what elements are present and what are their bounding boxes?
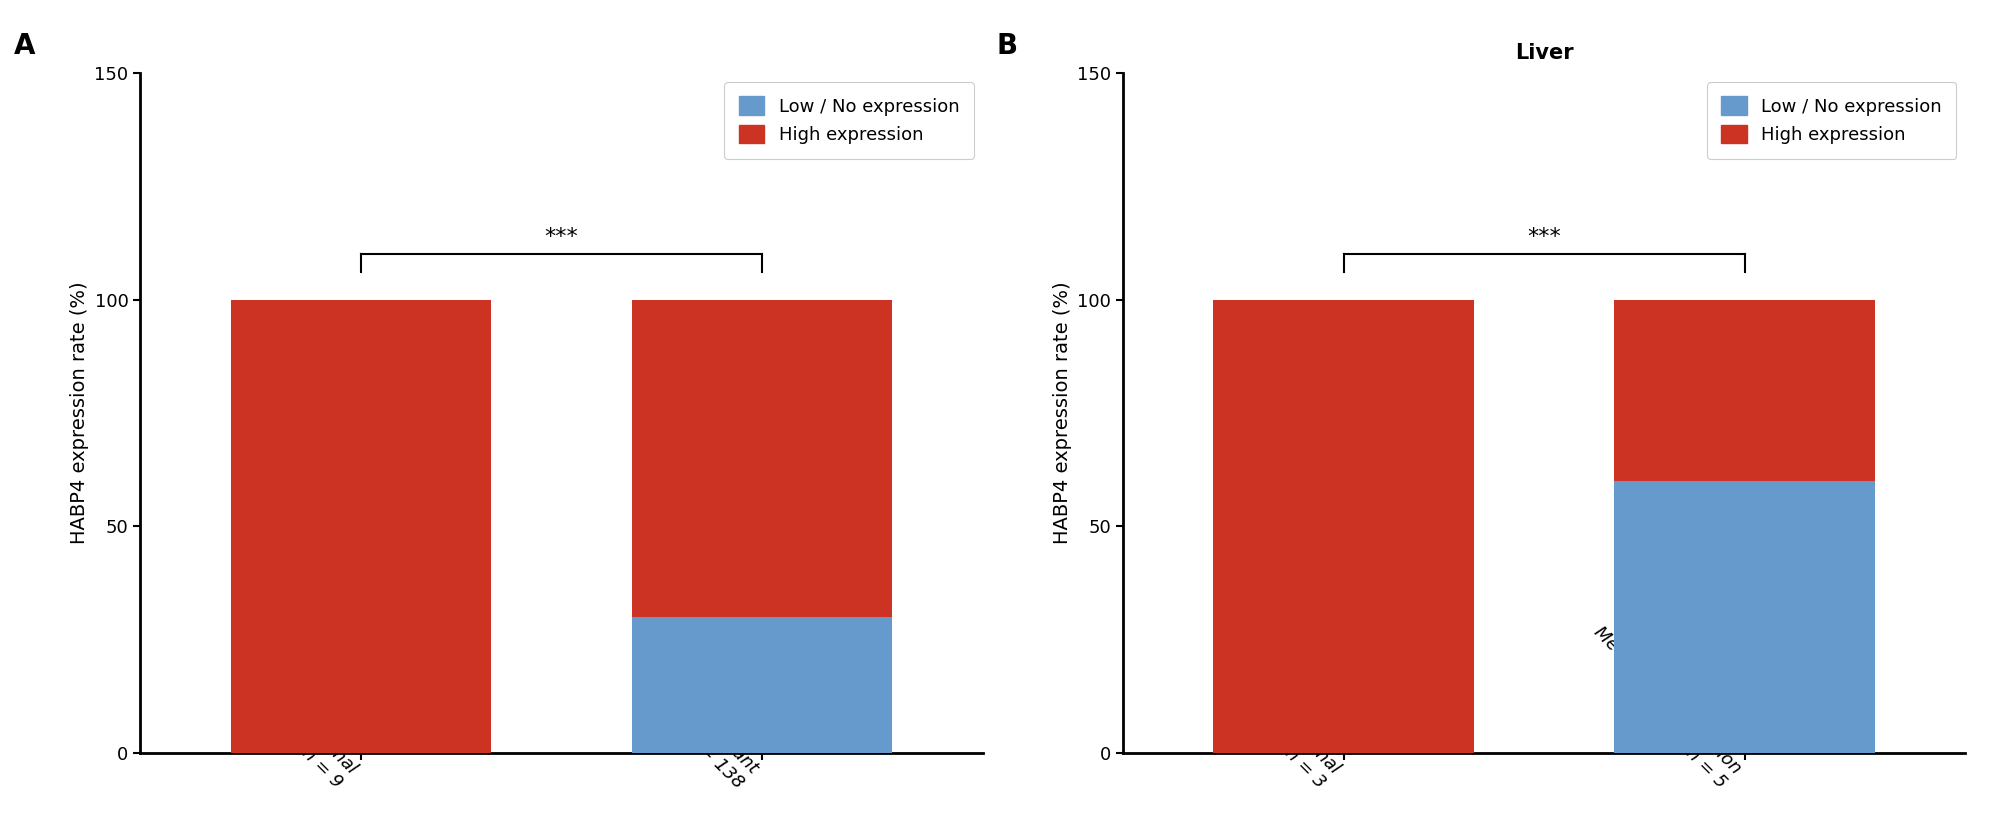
Bar	[1614, 299, 1876, 481]
Text: A: A	[14, 32, 36, 60]
Legend: Low / No expression, High expression: Low / No expression, High expression	[1708, 82, 1956, 159]
Text: ***: ***	[544, 227, 578, 247]
Bar	[230, 299, 492, 753]
Text: B: B	[996, 32, 1018, 60]
Bar	[632, 617, 892, 753]
Bar	[632, 299, 892, 617]
Bar	[1614, 481, 1876, 753]
Text: ***: ***	[1528, 227, 1562, 247]
Bar	[1214, 299, 1474, 753]
Y-axis label: HABP4 expression rate (%): HABP4 expression rate (%)	[70, 282, 88, 544]
Legend: Low / No expression, High expression: Low / No expression, High expression	[724, 82, 974, 159]
Y-axis label: HABP4 expression rate (%): HABP4 expression rate (%)	[1052, 282, 1072, 544]
Title: Liver: Liver	[1514, 43, 1574, 63]
